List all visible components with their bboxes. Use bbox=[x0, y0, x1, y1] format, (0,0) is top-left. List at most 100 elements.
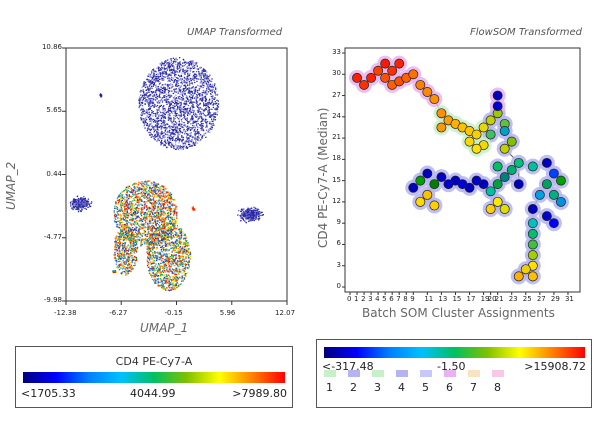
som-node bbox=[380, 72, 391, 83]
umap-xtick-label: -6.27 bbox=[109, 309, 128, 317]
som-batch-label: 7 bbox=[470, 381, 477, 394]
som-node bbox=[464, 136, 475, 147]
umap-points bbox=[69, 57, 264, 292]
som-xtick-label: 21 bbox=[494, 295, 504, 303]
som-node bbox=[436, 108, 447, 119]
umap-cluster bbox=[99, 93, 103, 98]
som-xtick-label: 11 bbox=[424, 295, 434, 303]
som-node bbox=[492, 179, 503, 190]
umap-panel-title: UMAP Transformed bbox=[187, 27, 283, 38]
som-node bbox=[548, 189, 559, 200]
som-nodes bbox=[352, 58, 566, 282]
som-node bbox=[499, 204, 510, 214]
som-node bbox=[429, 179, 440, 190]
som-node bbox=[415, 196, 426, 207]
som-batch-swatch bbox=[444, 370, 456, 377]
som-node bbox=[527, 228, 538, 239]
som-ytick-label: 33 bbox=[332, 48, 341, 56]
umap-x-axis-title: UMAP_1 bbox=[140, 321, 189, 335]
som-ytick-label: 24 bbox=[332, 111, 341, 120]
som-node bbox=[443, 179, 454, 190]
som-node bbox=[387, 65, 398, 76]
som-ytick-label: 21 bbox=[332, 133, 341, 142]
som-node bbox=[471, 143, 482, 154]
umap-xtick-marks bbox=[65, 301, 288, 305]
som-xtick-label: 8 bbox=[403, 295, 408, 303]
som-ytick-label: 15 bbox=[332, 175, 341, 184]
som-xtick-label: 27 bbox=[536, 295, 546, 303]
som-xtick-label: 31 bbox=[564, 295, 574, 303]
som-node bbox=[408, 182, 419, 193]
som-node bbox=[527, 239, 538, 250]
som-node bbox=[492, 161, 503, 172]
som-node bbox=[394, 58, 405, 69]
som-xtick-label: 2 bbox=[361, 295, 366, 303]
umap-color-gradient bbox=[23, 372, 285, 383]
som-xtick-label: 20 bbox=[487, 295, 497, 303]
som-node bbox=[352, 72, 362, 83]
som-x-axis-title: Batch SOM Cluster Assignments bbox=[362, 306, 555, 320]
som-ytick-label: 3 bbox=[336, 260, 341, 269]
umap-xtick-label: -12.38 bbox=[54, 309, 77, 317]
som-node bbox=[471, 175, 482, 186]
som-xtick-label: 0 bbox=[347, 295, 352, 303]
umap-ytick-label: -4.77 bbox=[43, 232, 62, 241]
som-node bbox=[373, 65, 384, 76]
som-node bbox=[415, 79, 426, 90]
som-batch-label: 4 bbox=[398, 381, 405, 394]
umap-ytick-label: 5.65 bbox=[46, 106, 62, 115]
som-node bbox=[520, 264, 531, 275]
som-xtick-label: 23 bbox=[508, 295, 518, 303]
som-node bbox=[492, 196, 503, 207]
som-node bbox=[506, 165, 517, 175]
som-node bbox=[499, 126, 510, 136]
som-xtick-label: 4 bbox=[375, 295, 380, 303]
som-node bbox=[527, 204, 538, 214]
umap-legend-max: >7989.80 bbox=[232, 387, 287, 400]
som-ytick-label: 12 bbox=[332, 196, 341, 205]
som-node bbox=[506, 136, 517, 147]
som-batch-label: 5 bbox=[422, 381, 429, 394]
som-node bbox=[513, 179, 524, 190]
som-node bbox=[541, 179, 552, 190]
som-xtick-label: 25 bbox=[522, 295, 532, 303]
som-node bbox=[492, 101, 503, 112]
umap-xtick-label: 5.96 bbox=[219, 309, 236, 317]
umap-cluster bbox=[69, 195, 93, 213]
som-batch-label: 8 bbox=[494, 381, 501, 394]
umap-color-legend: CD4 PE-Cy7-A <1705.33 4044.99 >7989.80 bbox=[15, 346, 293, 408]
som-xtick-label: 5 bbox=[382, 295, 387, 303]
som-batch-swatch bbox=[492, 370, 504, 377]
som-node bbox=[527, 161, 538, 172]
umap-ytick-label: 0.44 bbox=[46, 169, 62, 178]
som-batch-swatch bbox=[348, 370, 360, 377]
umap-legend-mid: 4044.99 bbox=[130, 387, 176, 400]
som-node bbox=[422, 189, 433, 200]
som-xtick-label: 6 bbox=[389, 295, 394, 303]
som-xtick-label: 9 bbox=[410, 295, 415, 303]
som-node bbox=[527, 218, 538, 229]
som-node bbox=[485, 115, 496, 126]
som-legend-max: >15908.72 bbox=[524, 360, 586, 373]
umap-xtick-label: 12.07 bbox=[275, 309, 296, 317]
umap-xtick-label: -0.15 bbox=[164, 309, 183, 317]
som-plot-frame bbox=[344, 47, 581, 293]
som-xtick-label: 1 bbox=[354, 295, 359, 303]
som-node bbox=[513, 271, 524, 282]
som-node bbox=[548, 218, 559, 229]
som-node bbox=[485, 186, 496, 197]
umap-cluster bbox=[138, 57, 220, 150]
som-node bbox=[555, 196, 566, 207]
som-xtick-label: 15 bbox=[452, 295, 462, 303]
umap-ytick-label: 10.86 bbox=[41, 43, 62, 51]
som-node bbox=[534, 189, 545, 200]
umap-ytick-marks bbox=[62, 47, 66, 302]
som-node bbox=[380, 58, 391, 69]
som-node bbox=[541, 157, 552, 168]
umap-legend-title: CD4 PE-Cy7-A bbox=[115, 355, 193, 368]
som-xtick-label: 3 bbox=[368, 295, 373, 303]
som-xtick-label: 17 bbox=[466, 295, 476, 303]
umap-cluster bbox=[146, 222, 192, 292]
som-node bbox=[548, 168, 559, 179]
